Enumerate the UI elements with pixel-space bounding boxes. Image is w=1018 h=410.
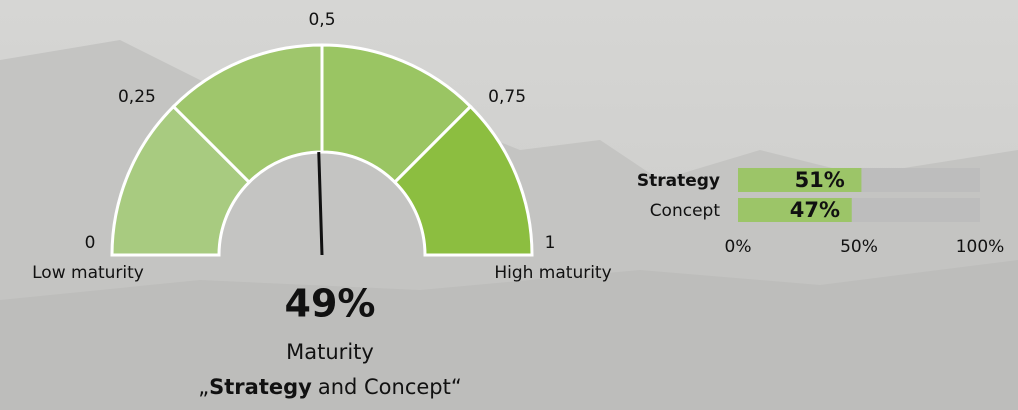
bar	[738, 198, 852, 222]
gauge: 0 0,25 0,5 0,75 1 Low maturity High maturity 49…	[32, 10, 612, 399]
max-label: High maturity	[494, 263, 611, 283]
gauge-title: Maturity	[286, 340, 374, 364]
gauge-tick-label: 0	[85, 233, 96, 253]
x-tick-label: 0%	[725, 237, 752, 257]
subtitle-part: Strategy	[209, 375, 312, 399]
category-label: Concept	[650, 201, 721, 221]
min-label: Low maturity	[32, 263, 144, 283]
category-label: Strategy	[637, 171, 720, 191]
gauge-needle	[317, 152, 324, 256]
bar-value-label: 51%	[795, 168, 845, 192]
bar-value-label: 47%	[790, 198, 840, 222]
x-tick-label: 50%	[840, 237, 878, 257]
gauge-band	[392, 104, 534, 257]
bar	[738, 168, 862, 192]
subtitle-part: and Concept“	[318, 375, 462, 399]
x-tick-label: 100%	[956, 237, 1005, 257]
gauge-subtitle: „Strategy and Concept“	[198, 375, 462, 399]
bar-chart: Strategy 51% Concept 47% 0% 50% 100%	[637, 168, 1004, 257]
gauge-tick-label: 1	[545, 233, 556, 253]
gauge-tick-label: 0,75	[488, 87, 526, 107]
foreground	[0, 260, 1018, 410]
gauge-tick-label: 0,25	[118, 87, 156, 107]
gauge-value-label: 49%	[285, 282, 376, 326]
subtitle-part: „	[198, 375, 209, 399]
gauge-tick-label: 0,5	[308, 10, 335, 30]
